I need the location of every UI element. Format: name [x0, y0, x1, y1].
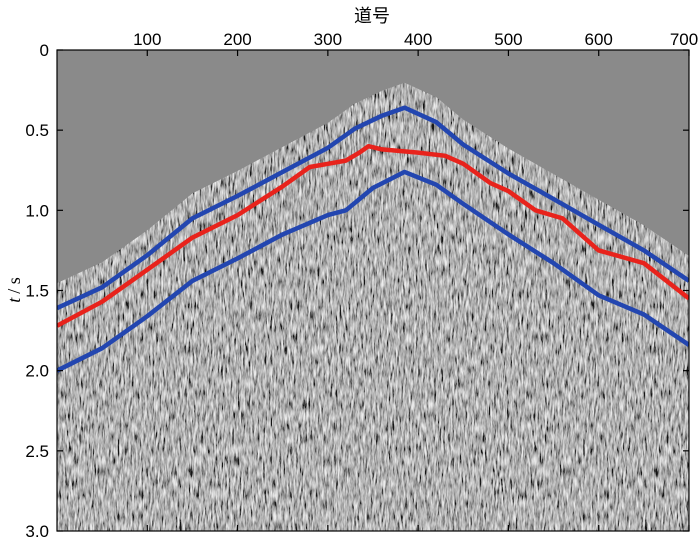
y-axis-label-var: t: [4, 297, 24, 303]
horizon-line-1: [57, 105, 689, 311]
x-axis-ticks: 100 200 300 400 500 600 700: [133, 30, 698, 531]
seismic-texture: [57, 50, 689, 531]
horizon-line-2: [57, 143, 689, 328]
x-axis-label: 道号: [354, 6, 390, 27]
x-tick-label: 100: [133, 30, 161, 49]
y-tick-label: 0.5: [25, 121, 49, 140]
x-tick-label: 600: [585, 30, 613, 49]
seismic-background: [57, 50, 689, 531]
y-tick-label: 1.5: [25, 282, 49, 301]
y-tick-label: 2.5: [25, 442, 49, 461]
x-tick-label: 300: [314, 30, 342, 49]
y-axis-label-unit: / s: [4, 277, 24, 294]
y-tick-label: 3.0: [25, 522, 49, 541]
x-tick-label: 700: [670, 30, 698, 49]
x-tick-label: 400: [404, 30, 432, 49]
y-axis-label: t / s: [4, 277, 24, 303]
y-tick-label: 2.0: [25, 362, 49, 381]
x-tick-label: 500: [494, 30, 522, 49]
y-tick-label: 0: [40, 41, 49, 60]
y-axis-ticks: 0 0.5 1.0 1.5 2.0 2.5 3.0: [25, 41, 689, 541]
horizon-line-3: [57, 169, 689, 373]
horizon-lines: [57, 105, 689, 373]
x-tick-label: 200: [223, 30, 251, 49]
y-tick-label: 1.0: [25, 201, 49, 220]
